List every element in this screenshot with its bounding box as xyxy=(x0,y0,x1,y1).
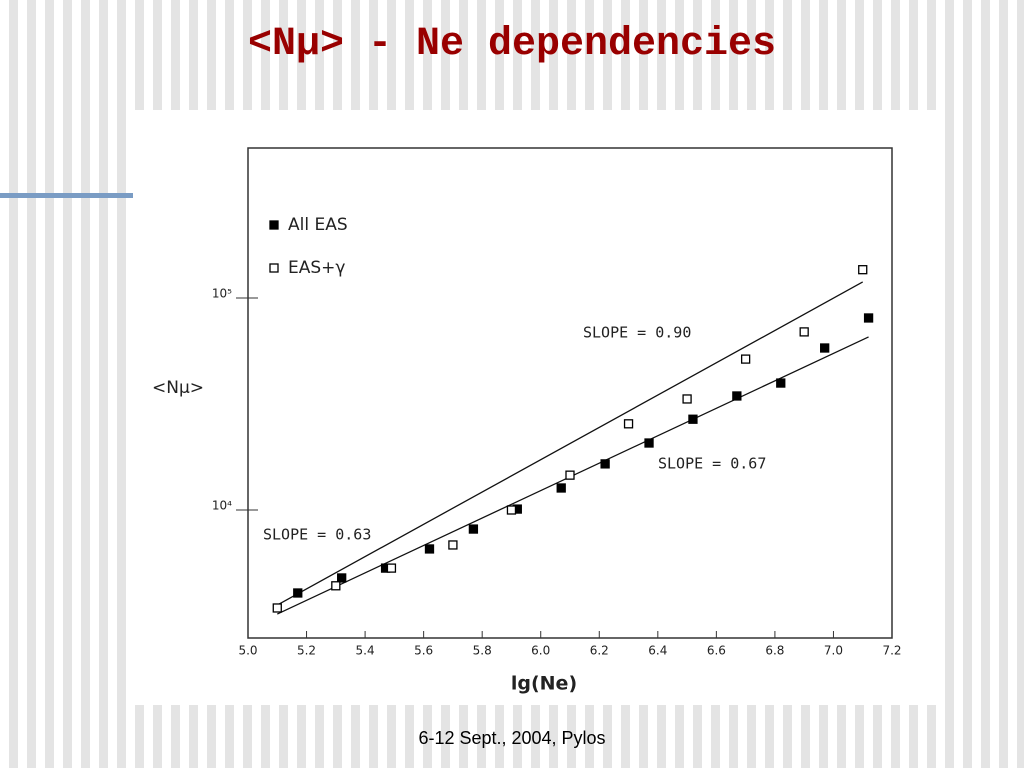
x-tick-label: 5.2 xyxy=(297,644,316,658)
x-tick-label: 6.0 xyxy=(531,644,550,658)
fit-line xyxy=(276,281,864,606)
x-tick-label: 6.4 xyxy=(648,644,667,658)
data-point xyxy=(820,343,830,353)
slope-annotation: SLOPE = 0.90 xyxy=(583,324,691,342)
x-tick-label: 6.2 xyxy=(590,644,609,658)
data-point xyxy=(682,394,692,404)
data-point xyxy=(623,419,634,429)
data-point xyxy=(337,573,347,583)
slope-annotation: SLOPE = 0.67 xyxy=(658,455,766,473)
x-tick-label: 5.8 xyxy=(473,644,492,658)
data-point xyxy=(732,391,742,401)
data-point xyxy=(386,563,397,573)
legend-marker xyxy=(269,220,279,230)
data-point xyxy=(293,588,303,598)
data-point xyxy=(565,470,575,480)
data-point xyxy=(600,459,610,469)
x-tick-label: 7.0 xyxy=(824,644,843,658)
plot-frame xyxy=(247,147,893,639)
data-point xyxy=(468,524,479,534)
data-point xyxy=(776,378,786,388)
x-tick-label: 5.0 xyxy=(238,644,257,658)
x-tick-label: 6.8 xyxy=(765,644,784,658)
data-point xyxy=(688,414,698,424)
footer: 6-12 Sept., 2004, Pylos xyxy=(418,728,606,748)
data-point xyxy=(740,354,751,364)
data-point xyxy=(424,544,435,554)
legend-label: EAS+γ xyxy=(288,258,345,278)
data-point xyxy=(448,540,458,550)
legend-label: All EAS xyxy=(288,215,348,235)
x-tick-label: 7.2 xyxy=(882,644,901,658)
y-axis-label: <Nμ> xyxy=(152,378,204,398)
slope-annotation: SLOPE = 0.63 xyxy=(263,526,371,544)
x-tick-label: 6.6 xyxy=(707,644,726,658)
data-point xyxy=(331,581,341,591)
data-point xyxy=(863,313,874,323)
data-point xyxy=(556,483,566,493)
data-point xyxy=(799,327,809,337)
x-axis-label: lg(Ne) xyxy=(511,673,577,695)
data-point xyxy=(506,505,517,515)
y-tick-label: 10⁵ xyxy=(212,287,232,301)
legend-marker xyxy=(269,263,279,273)
chart-panel xyxy=(133,110,940,705)
accent-rule xyxy=(0,193,133,198)
data-point xyxy=(272,603,282,613)
data-point xyxy=(858,265,868,275)
x-tick-label: 5.4 xyxy=(356,644,375,658)
slide-title: <Nμ> - Ne dependencies xyxy=(247,22,777,67)
y-tick-label: 10⁴ xyxy=(212,498,232,512)
data-point xyxy=(644,438,654,448)
x-tick-label: 5.6 xyxy=(414,644,433,658)
